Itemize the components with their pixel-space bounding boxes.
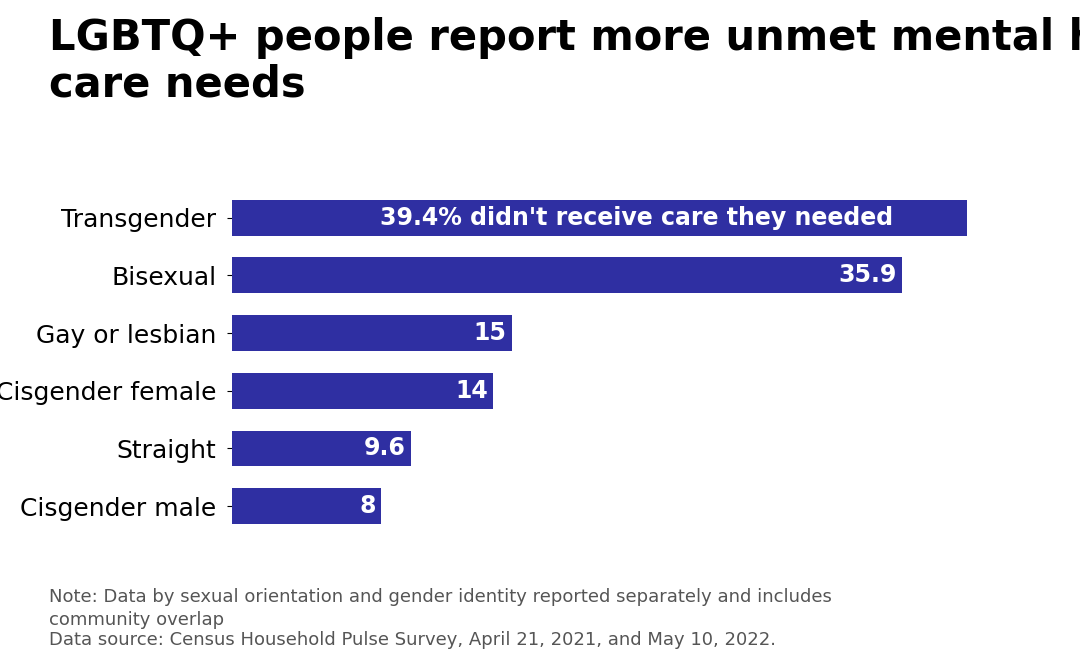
Bar xyxy=(232,315,512,351)
Text: 8: 8 xyxy=(360,494,376,518)
Bar xyxy=(232,258,902,293)
Bar xyxy=(232,488,381,524)
Text: 35.9: 35.9 xyxy=(838,264,896,288)
Text: Data source: Census Household Pulse Survey, April 21, 2021, and May 10, 2022.: Data source: Census Household Pulse Surv… xyxy=(49,631,775,649)
Text: LGBTQ+ people report more unmet mental health
care needs: LGBTQ+ people report more unmet mental h… xyxy=(49,17,1080,106)
Text: 15: 15 xyxy=(473,321,507,345)
Text: 14: 14 xyxy=(455,378,488,403)
Bar xyxy=(232,430,411,466)
Bar xyxy=(232,373,494,408)
Bar xyxy=(232,200,968,236)
Text: 39.4% didn't receive care they needed: 39.4% didn't receive care they needed xyxy=(380,206,893,230)
Text: Note: Data by sexual orientation and gender identity reported separately and inc: Note: Data by sexual orientation and gen… xyxy=(49,588,832,629)
Text: 9.6: 9.6 xyxy=(364,436,406,460)
